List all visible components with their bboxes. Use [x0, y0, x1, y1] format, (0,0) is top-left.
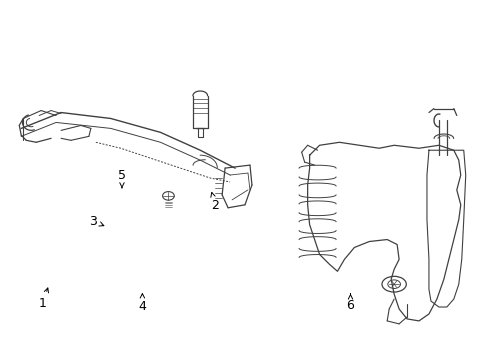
- Text: 4: 4: [138, 294, 146, 313]
- Text: 3: 3: [89, 215, 103, 228]
- Text: 5: 5: [118, 169, 126, 188]
- Text: 6: 6: [346, 294, 354, 312]
- Text: 2: 2: [210, 193, 219, 212]
- Text: 1: 1: [39, 288, 48, 310]
